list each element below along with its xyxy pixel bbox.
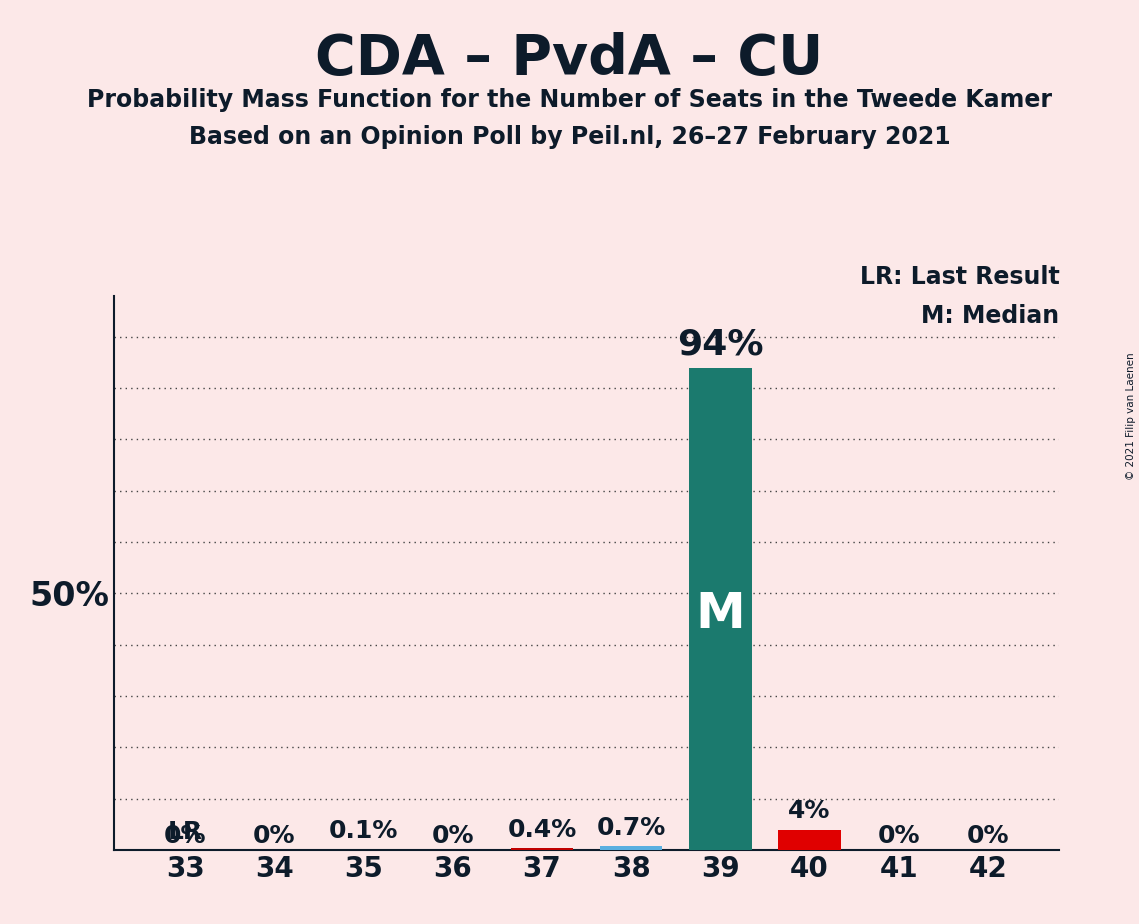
Text: 0%: 0% [877,823,920,847]
Bar [510,848,573,850]
Text: 4%: 4% [788,799,830,823]
Text: Based on an Opinion Poll by Peil.nl, 26–27 February 2021: Based on an Opinion Poll by Peil.nl, 26–… [189,125,950,149]
Text: © 2021 Filip van Laenen: © 2021 Filip van Laenen [1126,352,1136,480]
Text: 0%: 0% [253,823,296,847]
Text: CDA – PvdA – CU: CDA – PvdA – CU [316,32,823,86]
Text: 0.7%: 0.7% [597,816,666,840]
Bar [689,368,752,850]
Text: LR: LR [167,820,203,844]
Text: 0.1%: 0.1% [329,820,399,844]
Bar [778,830,841,850]
Text: LR: Last Result: LR: Last Result [860,265,1059,289]
Text: 0%: 0% [967,823,1009,847]
Bar [600,846,663,850]
Text: 0%: 0% [432,823,474,847]
Bar [510,848,573,850]
Text: 0.4%: 0.4% [507,818,576,842]
Text: 0%: 0% [164,823,206,847]
Text: M: Median: M: Median [921,304,1059,328]
Bar [600,846,663,850]
Text: 94%: 94% [677,327,763,361]
Text: M: M [696,590,745,638]
Text: Probability Mass Function for the Number of Seats in the Tweede Kamer: Probability Mass Function for the Number… [87,88,1052,112]
